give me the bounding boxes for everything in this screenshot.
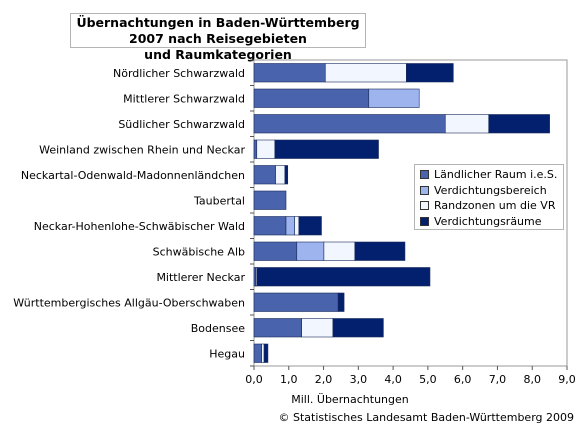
legend-label: Randzonen um die VR xyxy=(434,199,556,213)
legend-item: Ländlicher Raum i.e.S. xyxy=(420,167,563,183)
bar-segment xyxy=(253,63,326,83)
x-tick-label: 5,0 xyxy=(419,373,437,386)
category-label: Württembergisches Allgäu-Oberschwaben xyxy=(13,296,245,309)
legend-item: Verdichtungsbereich xyxy=(420,183,563,199)
bar-segment xyxy=(298,216,322,236)
category-label: Bodensee xyxy=(191,322,245,335)
bar-segment xyxy=(285,216,295,236)
chart-legend: Ländlicher Raum i.e.S. Verdichtungsbereic… xyxy=(414,164,564,230)
bar-segment xyxy=(253,241,298,261)
bar-segment xyxy=(253,190,287,210)
x-tick-label: 7,0 xyxy=(489,373,507,386)
category-label: Nördlicher Schwarzwald xyxy=(113,67,245,80)
bar-segment xyxy=(488,114,550,134)
bar-segment xyxy=(253,292,339,312)
bar-segment xyxy=(368,88,420,108)
category-label: Neckar-Hohenlohe-Schwäbischer Wald xyxy=(34,220,245,233)
chart-title-line-2: und Raumkategorien xyxy=(144,47,292,62)
bar-segment xyxy=(261,343,265,363)
legend-swatch xyxy=(420,185,429,195)
bar-segment xyxy=(354,241,406,261)
category-label: Mittlerer Schwarzwald xyxy=(123,92,245,105)
legend-swatch xyxy=(420,170,429,180)
category-label: Mittlerer Neckar xyxy=(156,271,245,284)
bar-segment xyxy=(284,165,289,185)
bar-segment xyxy=(253,318,302,338)
bar-segment xyxy=(256,139,276,159)
legend-label: Verdichtungsräume xyxy=(434,214,542,228)
x-tick-label: 9,0 xyxy=(558,373,576,386)
bar-segment xyxy=(324,63,407,83)
bar-segment xyxy=(253,114,446,134)
x-tick-label: 2,0 xyxy=(315,373,333,386)
chart-title-line-1: Übernachtungen in Baden-Württemberg 2007… xyxy=(76,15,360,46)
bar-segment xyxy=(323,241,356,261)
bar-segment xyxy=(337,292,345,312)
x-axis-label: Mill. Übernachtungen xyxy=(291,393,409,406)
bar-segment xyxy=(444,114,490,134)
bar-segment xyxy=(253,216,287,236)
bar-segment xyxy=(253,88,370,108)
bar-segment xyxy=(294,216,300,236)
category-label: Taubertal xyxy=(193,194,245,207)
bar-segment xyxy=(275,165,286,185)
x-tick-label: 3,0 xyxy=(350,373,368,386)
bar-segment xyxy=(406,63,454,83)
category-label: Weinland zwischen Rhein und Neckar xyxy=(39,143,245,156)
category-label: Hegau xyxy=(209,347,245,360)
source-note: © Statistisches Landesamt Baden-Württemb… xyxy=(278,411,574,424)
chart-title-box: Übernachtungen in Baden-Württemberg 2007… xyxy=(70,13,366,62)
x-tick-label: 8,0 xyxy=(523,373,541,386)
legend-swatch xyxy=(420,216,429,226)
category-label: Neckartal-Odenwald-Madonnenländchen xyxy=(21,169,245,182)
legend-label: Verdichtungsbereich xyxy=(434,183,547,197)
category-label: Schwäbische Alb xyxy=(153,245,245,258)
bar-segment xyxy=(301,318,334,338)
x-tick-label: 4,0 xyxy=(384,373,402,386)
bar-segment xyxy=(332,318,384,338)
x-tick-label: 0,0 xyxy=(245,373,263,386)
legend-swatch xyxy=(420,201,429,211)
legend-item: Randzonen um die VR xyxy=(420,198,563,214)
x-tick-label: 1,0 xyxy=(280,373,298,386)
bar-segment xyxy=(256,267,431,287)
legend-label: Ländlicher Raum i.e.S. xyxy=(434,168,558,182)
bar-segment xyxy=(253,139,258,159)
bar-segment xyxy=(263,343,269,363)
x-tick-label: 6,0 xyxy=(454,373,472,386)
bar-segment xyxy=(296,241,325,261)
bar-segment xyxy=(253,343,262,363)
bar-segment xyxy=(274,139,379,159)
bar-segment xyxy=(253,165,276,185)
category-label: Südlicher Schwarzwald xyxy=(118,118,245,131)
legend-item: Verdichtungsräume xyxy=(420,214,563,230)
